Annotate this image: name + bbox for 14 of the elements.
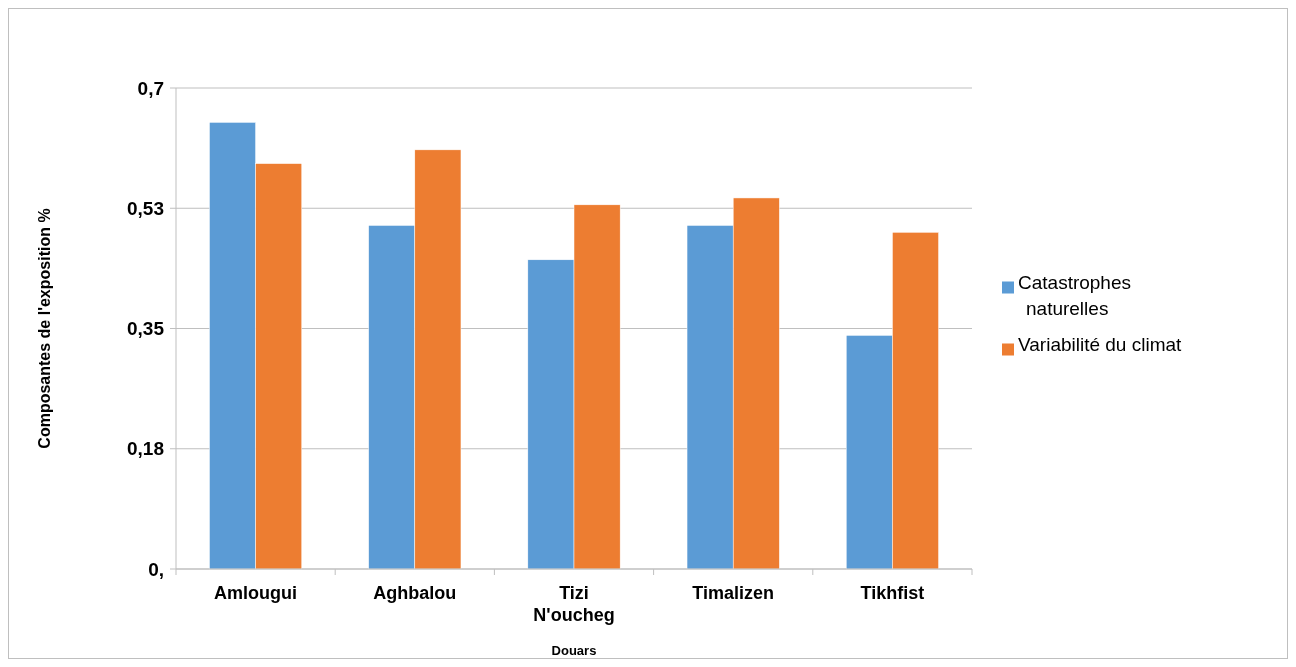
- legend-label: Variabilité du climat: [1018, 333, 1183, 355]
- x-tick-label: Tizi N'oucheg: [533, 583, 615, 625]
- y-tick-label: 0,18: [127, 438, 164, 460]
- y-tick-label: 0,: [148, 558, 164, 580]
- legend-label: Catastrophes naturelles: [1018, 271, 1132, 319]
- y-tick-label: 0,35: [127, 318, 165, 340]
- x-tick-label: Tikhfist: [860, 583, 925, 603]
- y-axis-title: Composantes de l'exposition %: [36, 208, 53, 449]
- y-tick-label: 0,53: [127, 197, 164, 219]
- x-tick-label: Amlougui: [214, 583, 298, 603]
- y-tick-label: 0,7: [137, 77, 164, 99]
- x-axis-title: Douars: [551, 643, 597, 658]
- x-tick-label: Timalizen: [692, 583, 775, 603]
- x-tick-label: Aghbalou: [373, 583, 457, 603]
